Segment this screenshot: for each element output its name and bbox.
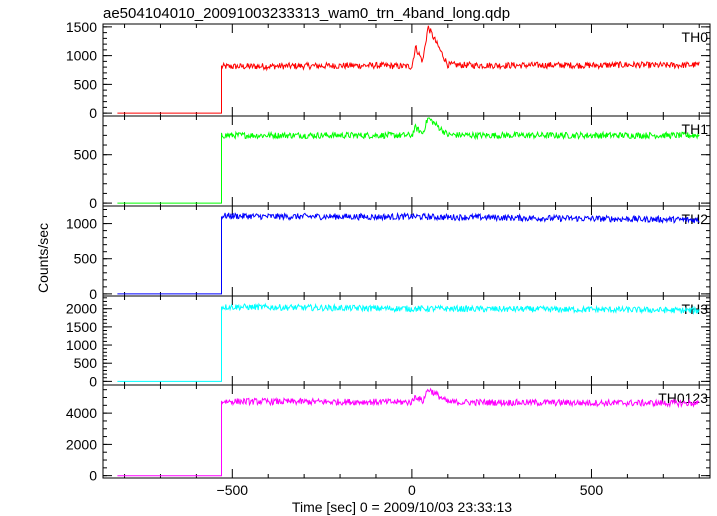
- chart-title: ae504104010_20091003233313_wam0_trn_4ban…: [103, 5, 510, 22]
- panel-frame: [102, 115, 711, 207]
- y-tick-label: 1000: [66, 216, 97, 232]
- y-tick-label: 4000: [66, 405, 97, 421]
- y-tick-label: 500: [74, 251, 98, 267]
- panel-frame: [102, 384, 711, 479]
- y-tick-label: 0: [89, 373, 97, 389]
- series-line-th0123: [117, 387, 700, 477]
- series-line-th0: [117, 25, 700, 114]
- y-tick-label: 0: [89, 286, 97, 302]
- y-tick-label: 500: [74, 76, 98, 92]
- x-tick-label: −500: [217, 482, 249, 498]
- series-line-th3: [117, 302, 700, 382]
- series-name-th0: TH0: [682, 29, 709, 45]
- x-tick-label: 0: [408, 482, 416, 498]
- y-tick-label: 1500: [66, 19, 97, 35]
- y-tick-label: 0: [89, 468, 97, 484]
- y-tick-label: 500: [74, 147, 98, 163]
- y-tick-label: 1000: [66, 337, 97, 353]
- y-tick-label: 0: [89, 195, 97, 211]
- y-axis-label: Counts/sec: [35, 223, 51, 293]
- y-tick-label: 1500: [66, 319, 97, 335]
- series-line-th1: [117, 117, 700, 204]
- y-tick-label: 1000: [66, 48, 97, 64]
- y-tick-label: 500: [74, 355, 98, 371]
- x-axis-label: Time [sec] 0 = 2009/10/03 23:33:13: [292, 499, 512, 515]
- panel-frame: [102, 23, 711, 117]
- y-tick-label: 2000: [66, 436, 97, 452]
- y-tick-label: 0: [89, 105, 97, 121]
- series-line-th2: [117, 211, 700, 295]
- x-tick-label: 500: [580, 482, 604, 498]
- panel-th0: 0 500 1000 1500 TH0: [66, 19, 711, 121]
- y-tick-label: 2000: [66, 301, 97, 317]
